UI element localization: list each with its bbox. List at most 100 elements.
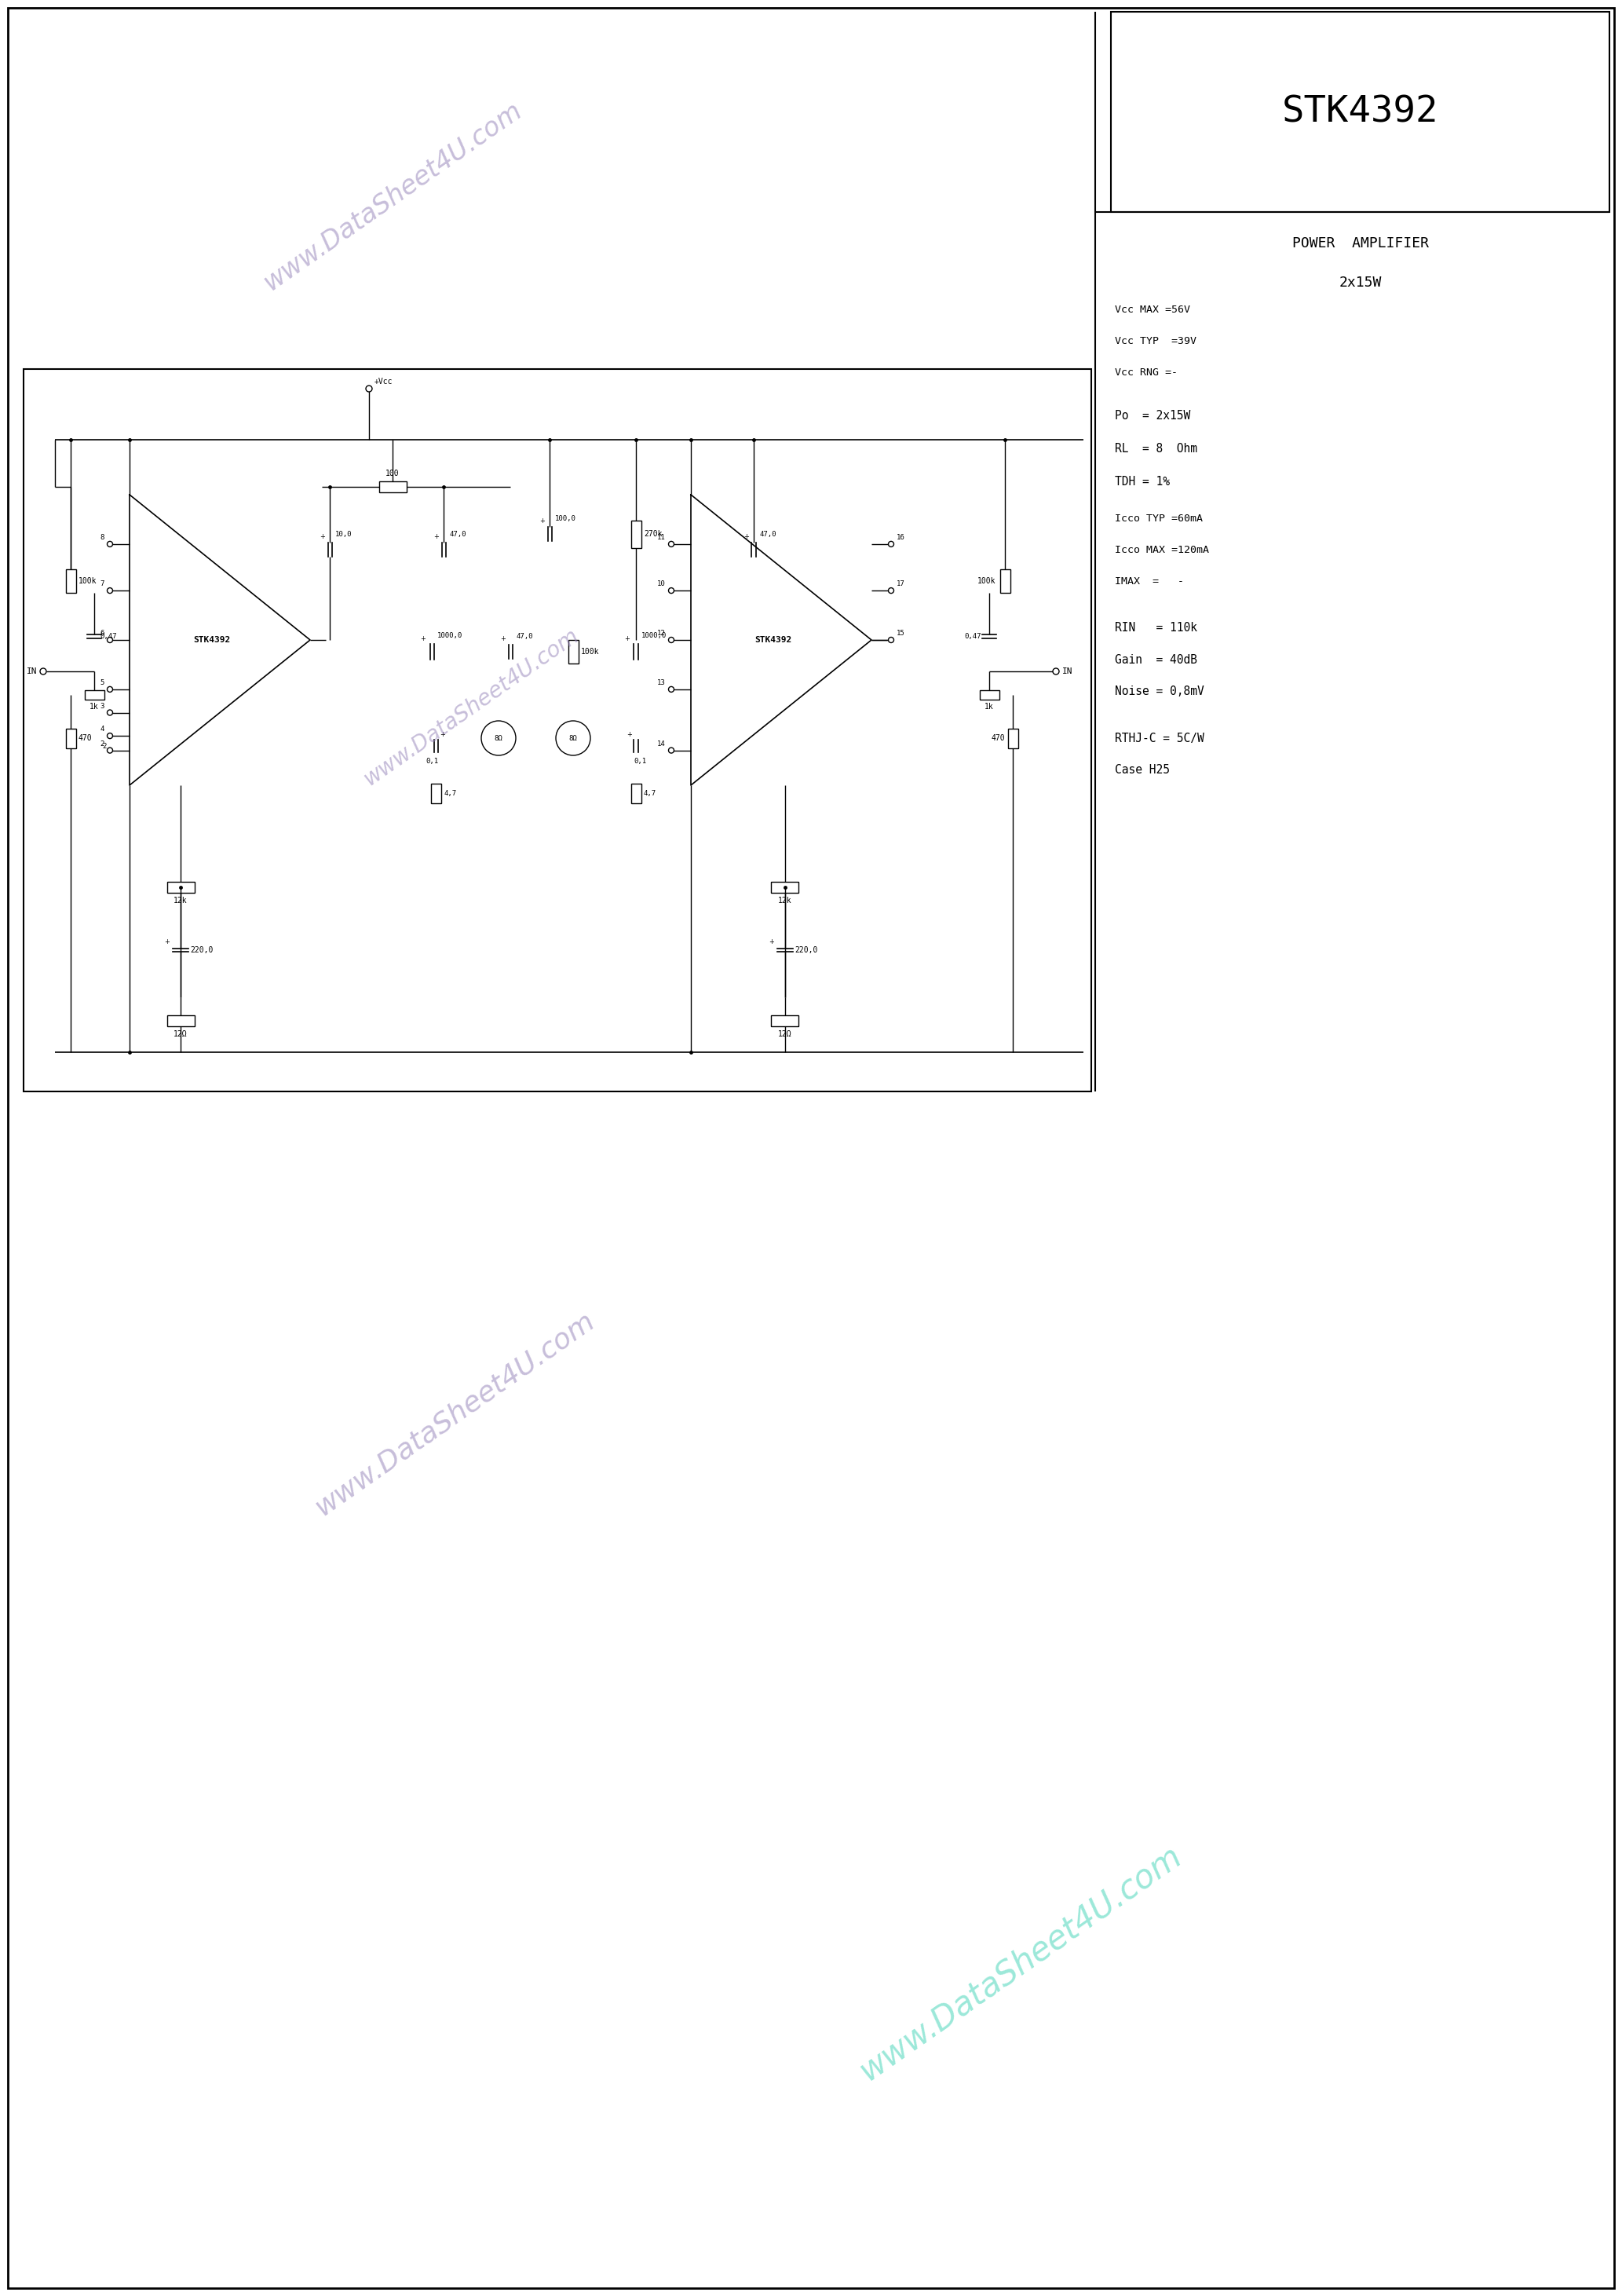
Text: www.DataSheet4U.com: www.DataSheet4U.com	[360, 625, 582, 790]
Text: 47,0: 47,0	[516, 634, 532, 641]
Text: 15: 15	[897, 629, 905, 636]
Bar	[1007, 728, 1019, 748]
Text: +: +	[320, 533, 324, 540]
Text: 14: 14	[657, 739, 665, 746]
Bar	[999, 569, 1011, 592]
Text: IN: IN	[1062, 668, 1072, 675]
Circle shape	[482, 721, 516, 755]
Text: Noise = 0,8mV: Noise = 0,8mV	[1114, 684, 1204, 698]
Text: 12Ω: 12Ω	[174, 1031, 188, 1038]
Text: 12k: 12k	[779, 898, 792, 905]
Text: +: +	[164, 939, 170, 946]
Text: Vcc MAX =56V: Vcc MAX =56V	[1114, 305, 1191, 315]
Text: 2: 2	[102, 742, 107, 748]
Text: 0,1: 0,1	[425, 758, 438, 765]
Text: 100k: 100k	[78, 576, 97, 585]
Circle shape	[107, 732, 112, 739]
Circle shape	[889, 588, 894, 592]
Text: +: +	[626, 730, 631, 737]
Text: POWER  AMPLIFIER: POWER AMPLIFIER	[1291, 236, 1429, 250]
Text: www.DataSheet4U.com: www.DataSheet4U.com	[258, 96, 527, 296]
Bar	[980, 691, 999, 700]
Bar	[380, 482, 406, 491]
Bar	[772, 882, 798, 893]
Text: +: +	[539, 519, 545, 526]
Text: 2x15W: 2x15W	[1338, 276, 1382, 289]
Circle shape	[107, 542, 112, 546]
Bar	[65, 569, 76, 592]
Circle shape	[668, 687, 675, 691]
Bar	[167, 882, 195, 893]
Text: 4,7: 4,7	[443, 790, 456, 797]
Text: 220,0: 220,0	[795, 946, 817, 955]
Circle shape	[107, 588, 112, 592]
Text: 2: 2	[101, 739, 104, 746]
Text: 6: 6	[101, 629, 104, 636]
Text: 4: 4	[101, 726, 104, 732]
Text: 100k: 100k	[976, 576, 996, 585]
Text: 8Ω: 8Ω	[495, 735, 503, 742]
Text: Vcc RNG =-: Vcc RNG =-	[1114, 367, 1178, 379]
Text: +: +	[440, 730, 446, 737]
Text: RIN   = 110k: RIN = 110k	[1114, 622, 1197, 634]
Text: 5: 5	[101, 680, 104, 687]
Text: Vcc TYP  =39V: Vcc TYP =39V	[1114, 338, 1197, 347]
Text: +: +	[769, 939, 774, 946]
Text: 10: 10	[657, 581, 665, 588]
Text: Case H25: Case H25	[1114, 765, 1169, 776]
Text: 470: 470	[991, 735, 1006, 742]
Bar	[772, 1015, 798, 1026]
Text: +Vcc: +Vcc	[375, 379, 393, 386]
Circle shape	[107, 709, 112, 716]
Text: 1000,0: 1000,0	[438, 631, 462, 638]
Circle shape	[668, 588, 675, 592]
Circle shape	[889, 638, 894, 643]
Text: +: +	[500, 636, 504, 643]
Text: TDH = 1%: TDH = 1%	[1114, 475, 1169, 489]
Text: 0,1: 0,1	[634, 758, 646, 765]
Bar	[167, 1015, 195, 1026]
Text: 12Ω: 12Ω	[779, 1031, 792, 1038]
Text: 220,0: 220,0	[190, 946, 212, 955]
Text: +: +	[420, 636, 427, 643]
Bar	[631, 521, 641, 549]
Text: STK4392: STK4392	[754, 636, 792, 643]
Text: www.DataSheet4U.com: www.DataSheet4U.com	[853, 1839, 1189, 2087]
Circle shape	[107, 638, 112, 643]
Text: 470: 470	[78, 735, 92, 742]
Bar	[631, 783, 641, 804]
Text: 47,0: 47,0	[759, 530, 775, 537]
Text: 100k: 100k	[581, 647, 600, 657]
Text: Po  = 2x15W: Po = 2x15W	[1114, 411, 1191, 422]
Text: STK4392: STK4392	[193, 636, 230, 643]
Circle shape	[668, 748, 675, 753]
Text: 4,7: 4,7	[644, 790, 657, 797]
Text: RL  = 8  Ohm: RL = 8 Ohm	[1114, 443, 1197, 455]
Text: 8: 8	[101, 535, 104, 542]
Bar	[65, 728, 76, 748]
Circle shape	[556, 721, 590, 755]
Text: 7: 7	[101, 581, 104, 588]
Circle shape	[668, 542, 675, 546]
Text: 1k: 1k	[89, 703, 99, 712]
Text: 8Ω: 8Ω	[569, 735, 577, 742]
Text: 12k: 12k	[174, 898, 188, 905]
Text: 12: 12	[657, 629, 665, 636]
Text: www.DataSheet4U.com: www.DataSheet4U.com	[310, 1306, 600, 1520]
Bar	[1111, 11, 1609, 211]
Text: 17: 17	[897, 581, 905, 588]
Text: 11: 11	[657, 535, 665, 542]
Text: 100: 100	[386, 471, 399, 478]
Text: +: +	[433, 533, 438, 540]
Text: IN: IN	[26, 668, 37, 675]
Circle shape	[889, 542, 894, 546]
Text: Gain  = 40dB: Gain = 40dB	[1114, 654, 1197, 666]
Text: 1k: 1k	[985, 703, 994, 712]
Text: STK4392: STK4392	[1281, 94, 1439, 129]
Circle shape	[41, 668, 47, 675]
Bar	[24, 370, 1092, 1091]
Text: RTHJ-C = 5C/W: RTHJ-C = 5C/W	[1114, 732, 1204, 744]
Circle shape	[107, 748, 112, 753]
Text: 16: 16	[897, 535, 905, 542]
Text: 1000,0: 1000,0	[641, 631, 667, 638]
